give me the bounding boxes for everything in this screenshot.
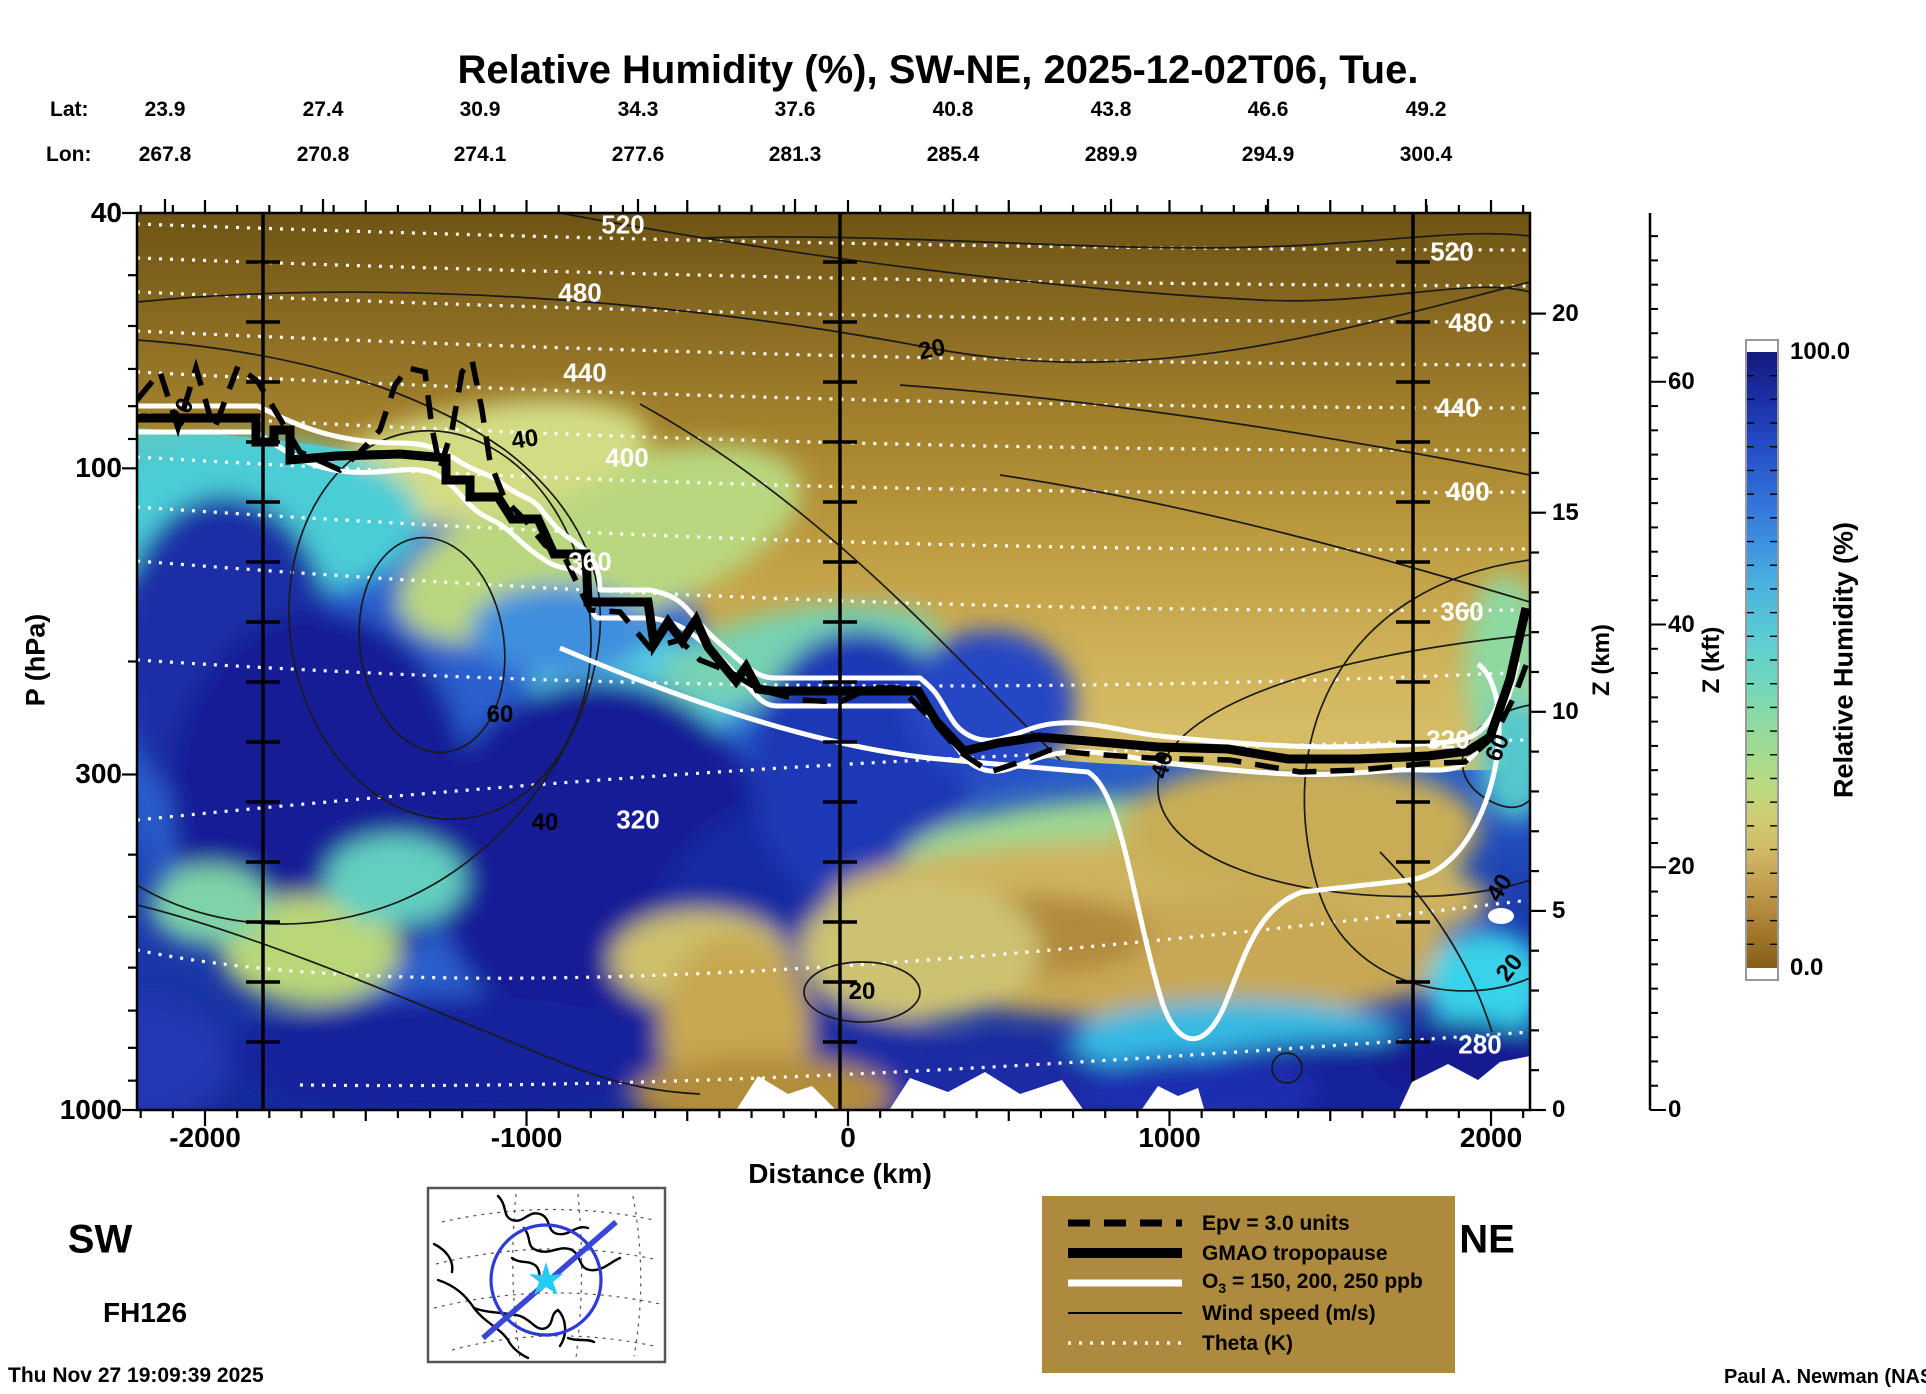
- legend-label: Theta (K): [1202, 1331, 1293, 1355]
- ozone-contours: [137, 403, 1525, 1042]
- legend-row-dotted-white: Theta (K): [1064, 1328, 1293, 1358]
- axis-ticks: [122, 199, 1546, 1126]
- tropopause-line: [137, 413, 1530, 764]
- dashed-black-line-sample: [1068, 1219, 1182, 1227]
- below-surface-patches: [736, 908, 1530, 1110]
- legend-label: Wind speed (m/s): [1202, 1301, 1376, 1325]
- epv-contour: [137, 353, 1530, 776]
- wind-speed-contours: [137, 213, 1530, 1095]
- legend-label: GMAO tropopause: [1202, 1241, 1388, 1265]
- map-center-star: [529, 1262, 563, 1295]
- z-kft-ticks: [1650, 235, 1666, 1111]
- legend-label: O3 = 150, 200, 250 ppb: [1202, 1269, 1423, 1297]
- thick-white-line-sample: [1068, 1279, 1182, 1287]
- legend-label: Epv = 3.0 units: [1202, 1211, 1350, 1235]
- legend-row-thick-white: O3 = 150, 200, 250 ppb: [1064, 1268, 1423, 1298]
- thin-black-line-sample: [1068, 1312, 1182, 1314]
- waypoint-marker-lines: [246, 213, 1430, 1110]
- colorbar: [1745, 339, 1779, 981]
- legend-row-thick-black: GMAO tropopause: [1064, 1238, 1388, 1268]
- legend-box: Epv = 3.0 units GMAO tropopause O3 = 150, …: [1042, 1196, 1455, 1373]
- thick-black-line-sample: [1068, 1248, 1182, 1258]
- map-inset: [426, 1186, 667, 1364]
- legend-row-dashed-black: Epv = 3.0 units: [1064, 1208, 1350, 1238]
- legend-row-thin-black: Wind speed (m/s): [1064, 1298, 1376, 1328]
- dotted-white-line-sample: [1068, 1341, 1182, 1345]
- map-range-circle: [489, 1223, 603, 1337]
